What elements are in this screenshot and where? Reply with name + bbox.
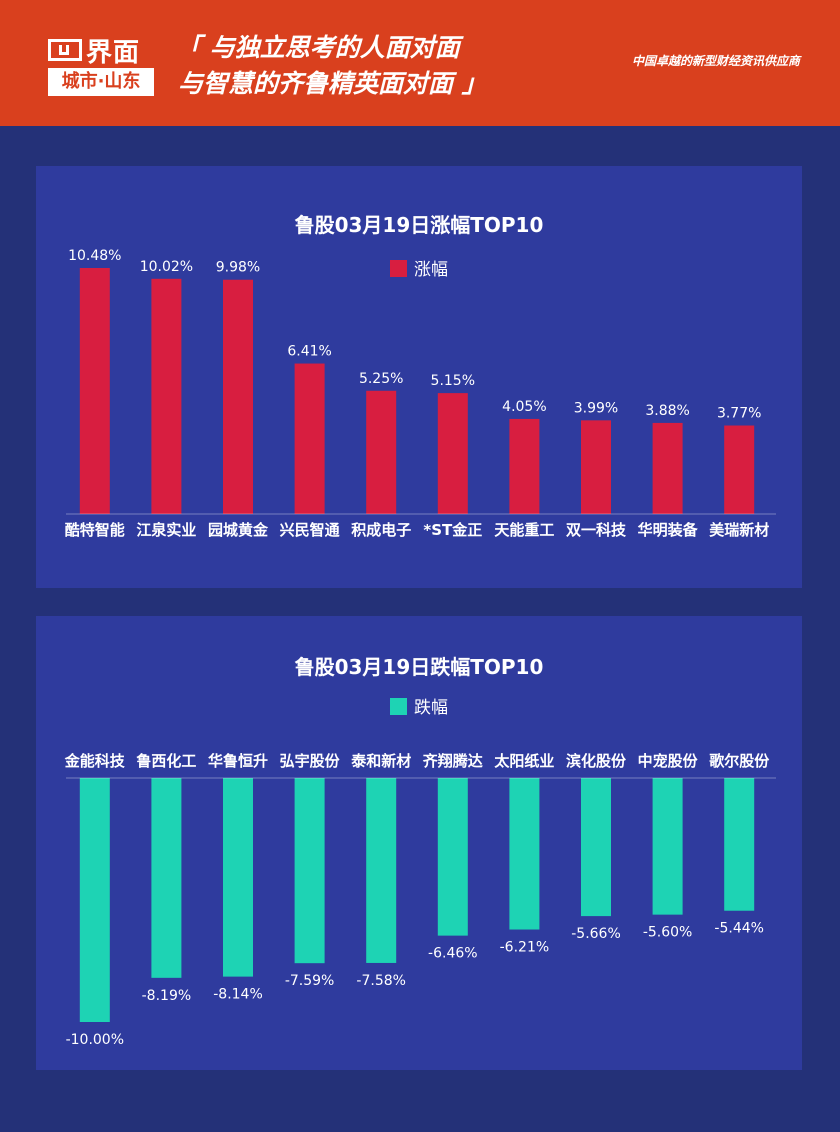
tagline: 中国卓越的新型财经资讯供应商 bbox=[631, 54, 800, 68]
header-banner: 界面 城市·山东 「 与独立思考的人面对面 与智慧的齐鲁精英面对面 」 中国卓越… bbox=[0, 0, 840, 126]
data-label: 3.88% bbox=[645, 403, 689, 419]
category-label: 园城黄金 bbox=[208, 521, 269, 539]
category-label: 太阳纸业 bbox=[494, 752, 554, 770]
bar bbox=[652, 778, 683, 915]
slogan-line-2: 与智慧的齐鲁精英面对面 」 bbox=[178, 69, 487, 98]
legend-label: 涨幅 bbox=[414, 260, 448, 280]
bar bbox=[509, 418, 540, 514]
category-label: 江泉实业 bbox=[136, 521, 196, 539]
category-label: 金能科技 bbox=[64, 752, 126, 770]
bar bbox=[294, 778, 325, 964]
category-label: *ST金正 bbox=[423, 521, 482, 539]
bar bbox=[509, 778, 540, 930]
category-label: 天能重工 bbox=[494, 521, 554, 539]
legend-swatch bbox=[390, 260, 407, 277]
logo-sub-text: 城市·山东 bbox=[48, 68, 154, 96]
data-label: -6.21% bbox=[500, 940, 550, 956]
category-label: 泰和新材 bbox=[350, 752, 411, 770]
category-label: 滨化股份 bbox=[566, 752, 627, 770]
bar bbox=[652, 422, 683, 514]
data-label: -8.19% bbox=[142, 988, 192, 1004]
category-label: 中宠股份 bbox=[638, 752, 699, 770]
bar bbox=[724, 778, 755, 911]
bar bbox=[581, 778, 611, 917]
data-label: -5.66% bbox=[571, 926, 621, 942]
logo-main-text: 界面 bbox=[86, 37, 141, 68]
bar bbox=[437, 393, 468, 514]
category-label: 积成电子 bbox=[351, 521, 411, 539]
data-label: -8.14% bbox=[213, 987, 263, 1003]
data-label: -5.44% bbox=[714, 921, 764, 937]
data-label: 3.99% bbox=[574, 400, 618, 416]
bar bbox=[366, 390, 397, 514]
legend-label: 跌幅 bbox=[414, 698, 448, 718]
slogan-line-1: 「 与独立思考的人面对面 bbox=[176, 33, 460, 62]
data-label: -6.46% bbox=[428, 946, 478, 962]
bar bbox=[223, 279, 253, 514]
logo-mark-icon bbox=[48, 39, 82, 61]
data-label: -5.60% bbox=[643, 925, 693, 941]
chart-title: 鲁股03月19日涨幅TOP10 bbox=[295, 213, 544, 237]
bar bbox=[151, 278, 182, 514]
gainers-chart: 鲁股03月19日涨幅TOP10 涨幅 10.48% 酷特智能 10.02% 江泉实业 9.9… bbox=[65, 213, 776, 539]
category-label: 美瑞新材 bbox=[709, 521, 769, 539]
bar bbox=[581, 420, 611, 514]
legend-swatch bbox=[390, 698, 407, 715]
bar bbox=[79, 778, 110, 1022]
category-label: 华鲁恒升 bbox=[208, 752, 268, 770]
category-label: 歌尔股份 bbox=[709, 752, 770, 770]
category-label: 双一科技 bbox=[566, 521, 627, 539]
category-label: 齐翔腾达 bbox=[423, 752, 483, 770]
bar bbox=[724, 425, 755, 514]
slogan: 「 与独立思考的人面对面 与智慧的齐鲁精英面对面 」 bbox=[176, 30, 487, 102]
data-label: 10.48% bbox=[68, 248, 121, 264]
losers-chart: 鲁股03月19日跌幅TOP10 跌幅 -10.00% 金能科技 -8.19% 鲁西化工 -8… bbox=[64, 655, 776, 1048]
chart-title: 鲁股03月19日跌幅TOP10 bbox=[295, 655, 544, 679]
brand-logo: 界面 城市·山东 bbox=[48, 34, 160, 98]
data-label: -7.58% bbox=[356, 973, 406, 989]
data-label: -7.59% bbox=[285, 973, 335, 989]
losers-chart-panel: 鲁股03月19日跌幅TOP10 跌幅 -10.00% 金能科技 -8.19% 鲁西化工 -8… bbox=[36, 616, 802, 1070]
bar bbox=[223, 778, 253, 977]
category-label: 兴民智通 bbox=[280, 521, 340, 539]
category-label: 华明装备 bbox=[638, 521, 699, 539]
data-label: 5.25% bbox=[359, 371, 403, 387]
bar bbox=[294, 363, 325, 514]
category-label: 鲁西化工 bbox=[136, 752, 196, 770]
gainers-chart-panel: 鲁股03月19日涨幅TOP10 涨幅 10.48% 酷特智能 10.02% 江泉实业 9.9… bbox=[36, 166, 802, 588]
data-label: 9.98% bbox=[216, 260, 260, 276]
category-label: 弘宇股份 bbox=[280, 752, 341, 770]
bar bbox=[366, 778, 397, 963]
data-label: 4.05% bbox=[502, 399, 546, 415]
bar bbox=[437, 778, 468, 936]
data-label: 10.02% bbox=[140, 259, 193, 275]
data-label: 3.77% bbox=[717, 406, 761, 422]
bar bbox=[151, 778, 182, 978]
bar bbox=[79, 268, 110, 514]
category-label: 酷特智能 bbox=[65, 521, 125, 539]
data-label: 6.41% bbox=[287, 344, 331, 360]
data-label: -10.00% bbox=[66, 1032, 124, 1048]
data-label: 5.15% bbox=[431, 373, 475, 389]
